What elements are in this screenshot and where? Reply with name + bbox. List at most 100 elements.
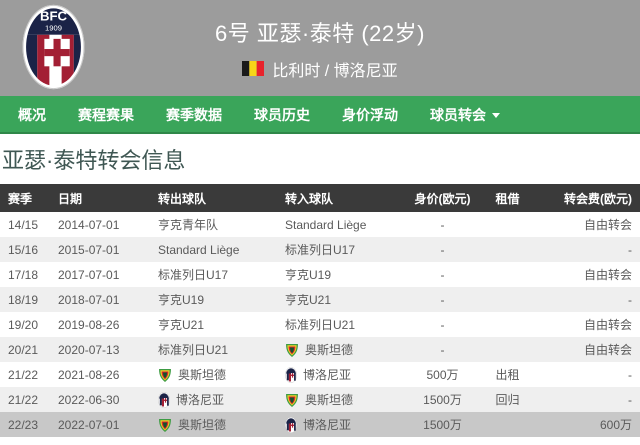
- team: 奥斯坦德: [285, 391, 405, 408]
- date-cell: 2020-07-13: [58, 342, 120, 357]
- nav-item-3[interactable]: 赛季数据: [150, 96, 238, 134]
- fee-cell: -: [628, 392, 632, 407]
- from-team-cell: 亨克U21: [150, 312, 277, 337]
- season-cell: 20/21: [8, 342, 39, 357]
- fee-cell: -: [628, 242, 632, 257]
- column-header-date: 日期: [50, 184, 150, 213]
- table-row: 17/18 2017-07-01 标准列日U17 亨克U19 - 自由转会: [0, 262, 640, 287]
- team: 标准列日U21: [158, 341, 277, 358]
- bologna-crest-icon: BFC 1909: [22, 4, 85, 95]
- team-name: 标准列日U21: [158, 343, 229, 358]
- team-name: 亨克U21: [285, 293, 332, 308]
- to-team-cell: 标准列日U17: [277, 237, 405, 262]
- bologna-crest-icon: [158, 391, 170, 408]
- season-cell: 17/18: [8, 267, 39, 282]
- table-header-row: 赛季 日期 转出球队 转入球队 身价(欧元) 租借 转会费(欧元): [0, 184, 640, 213]
- market-value-cell: -: [440, 217, 445, 232]
- from-team-cell: 奥斯坦德: [150, 412, 277, 437]
- to-team-cell: 博洛尼亚: [277, 412, 405, 437]
- from-team-cell: 标准列日U21: [150, 337, 277, 362]
- date-cell: 2021-08-26: [58, 367, 120, 382]
- season-cell: 21/22: [8, 367, 39, 382]
- crest-year: 1909: [45, 24, 62, 33]
- loan-cell: [480, 312, 535, 337]
- bologna-crest-icon: [285, 366, 297, 383]
- market-value-cell: -: [440, 342, 445, 357]
- table-row: 22/23 2022-07-01 奥斯坦德 博洛尼亚 1500万 600万: [0, 412, 640, 438]
- player-subtitle: 比利时 / 博洛尼亚: [242, 57, 398, 81]
- date-cell: 2019-08-26: [58, 317, 120, 332]
- market-value-cell: 500万: [426, 368, 459, 383]
- column-header-loan: 租借: [480, 184, 535, 213]
- section-title: 亚瑟·泰特转会信息: [2, 148, 186, 173]
- team-name: 博洛尼亚: [303, 418, 352, 433]
- nav-item-4[interactable]: 球员历史: [238, 96, 326, 134]
- from-team-cell: 奥斯坦德: [150, 362, 277, 387]
- column-header-to: 转入球队: [277, 184, 405, 213]
- nav-item-label: 球员历史: [254, 107, 310, 123]
- team-name: 亨克U19: [158, 293, 205, 308]
- to-team-cell: 亨克U19: [277, 262, 405, 287]
- fee-cell: 600万: [599, 418, 632, 433]
- loan-cell: [480, 237, 535, 262]
- table-row: 20/21 2020-07-13 标准列日U21 奥斯坦德 - 自由转会: [0, 337, 640, 363]
- team: 博洛尼亚: [158, 391, 277, 408]
- to-team-cell: 奥斯坦德: [277, 337, 405, 362]
- date-cell: 2017-07-01: [58, 267, 120, 282]
- team-name: 亨克U19: [285, 268, 332, 283]
- nav-item-label: 概况: [18, 107, 46, 123]
- nav-item-6[interactable]: 球员转会: [414, 96, 516, 134]
- season-cell: 21/22: [8, 392, 39, 407]
- season-cell: 22/23: [8, 417, 39, 432]
- nav-item-1[interactable]: 概况: [2, 96, 62, 134]
- team: 奥斯坦德: [158, 416, 277, 433]
- page-title: 6号 亚瑟·泰特 (22岁): [215, 20, 425, 46]
- nav-item-2[interactable]: 赛程赛果: [62, 96, 150, 134]
- oostende-crest-icon: [285, 392, 299, 408]
- fee-cell: 自由转会: [583, 268, 632, 283]
- team: 亨克U21: [158, 316, 277, 333]
- team-name: 标准列日U17: [158, 268, 229, 283]
- season-cell: 18/19: [8, 292, 39, 307]
- bologna-crest-icon: [285, 416, 297, 433]
- to-team-cell: 亨克U21: [277, 287, 405, 312]
- team: 亨克青年队: [158, 216, 277, 233]
- team: 亨克U21: [285, 291, 405, 308]
- team: 亨克U19: [285, 266, 405, 283]
- to-team-cell: 标准列日U21: [277, 312, 405, 337]
- from-team-cell: Standard Liège: [150, 237, 277, 262]
- team-name: 博洛尼亚: [176, 393, 225, 408]
- date-cell: 2022-07-01: [58, 417, 120, 432]
- nav-item-label: 赛程赛果: [78, 107, 134, 123]
- table-row: 21/22 2021-08-26 奥斯坦德 博洛尼亚 500万 出租 -: [0, 362, 640, 387]
- season-cell: 15/16: [8, 242, 39, 257]
- main-nav: 概况 赛程赛果 赛季数据 球员历史 身价浮动 球员转会: [0, 96, 640, 134]
- nav-item-5[interactable]: 身价浮动: [326, 96, 414, 134]
- to-team-cell: 奥斯坦德: [277, 387, 405, 412]
- loan-cell: [480, 262, 535, 287]
- team-name: 亨克青年队: [158, 218, 219, 233]
- column-header-value: 身价(欧元): [405, 184, 480, 213]
- transfer-table-body: 14/15 2014-07-01 亨克青年队 Standard Liège - 自由转会 1…: [0, 212, 640, 438]
- oostende-crest-icon: [158, 367, 172, 383]
- loan-cell: [480, 412, 535, 437]
- chevron-down-icon: [492, 112, 500, 118]
- nationality-club-label: 比利时 / 博洛尼亚: [272, 62, 398, 80]
- date-cell: 2014-07-01: [58, 217, 120, 232]
- team-name: 奥斯坦德: [305, 393, 354, 408]
- fee-cell: 自由转会: [583, 318, 632, 333]
- team: Standard Liège: [158, 243, 277, 257]
- column-header-fee: 转会费(欧元): [535, 184, 640, 213]
- team-name: Standard Liège: [158, 242, 240, 257]
- team-name: 标准列日U17: [285, 243, 356, 258]
- loan-cell: [480, 212, 535, 237]
- table-header: 赛季 日期 转出球队 转入球队 身价(欧元) 租借 转会费(欧元): [0, 184, 640, 213]
- date-cell: 2022-06-30: [58, 392, 120, 407]
- team: 亨克U19: [158, 291, 277, 308]
- market-value-cell: -: [440, 292, 445, 307]
- loan-cell: [480, 287, 535, 312]
- column-header-season: 赛季: [0, 184, 50, 213]
- oostende-crest-icon: [158, 417, 172, 433]
- team: 标准列日U21: [285, 316, 405, 333]
- team: 博洛尼亚: [285, 366, 405, 383]
